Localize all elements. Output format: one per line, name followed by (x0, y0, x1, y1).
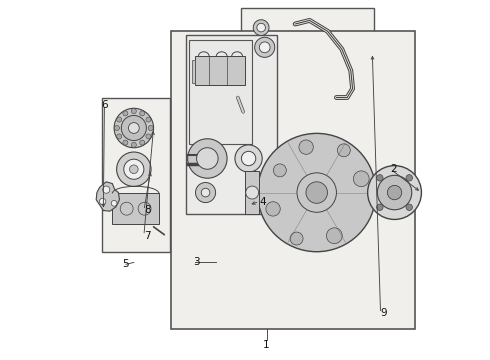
Circle shape (102, 186, 110, 193)
Text: 1: 1 (263, 340, 270, 350)
Circle shape (148, 126, 153, 131)
Circle shape (99, 198, 106, 205)
Circle shape (120, 202, 133, 215)
Text: 2: 2 (390, 164, 397, 174)
Circle shape (258, 134, 376, 252)
Bar (112, 193, 159, 224)
Circle shape (338, 144, 350, 157)
Circle shape (377, 175, 383, 181)
Circle shape (406, 175, 413, 181)
Circle shape (377, 204, 383, 211)
Polygon shape (96, 182, 120, 211)
Circle shape (201, 188, 210, 197)
Circle shape (196, 148, 218, 169)
Circle shape (297, 173, 337, 212)
Circle shape (146, 134, 151, 139)
Circle shape (117, 152, 151, 186)
Circle shape (129, 165, 138, 174)
Circle shape (115, 126, 120, 131)
Circle shape (255, 37, 275, 57)
Circle shape (117, 117, 122, 122)
Text: 8: 8 (144, 206, 150, 216)
Text: 3: 3 (193, 257, 199, 267)
Bar (242, 8, 374, 98)
Circle shape (111, 201, 117, 206)
Circle shape (257, 23, 266, 32)
Circle shape (326, 228, 342, 244)
Circle shape (114, 108, 153, 148)
Circle shape (245, 186, 259, 199)
Circle shape (377, 175, 412, 210)
Circle shape (299, 140, 313, 154)
Circle shape (123, 111, 128, 116)
Text: 4: 4 (259, 197, 266, 207)
Circle shape (131, 109, 136, 114)
Circle shape (406, 204, 413, 211)
Circle shape (138, 202, 151, 215)
Bar (172, 31, 416, 329)
Circle shape (388, 185, 402, 200)
Circle shape (140, 140, 145, 145)
Circle shape (131, 142, 136, 147)
Bar (186, 35, 277, 214)
Circle shape (306, 182, 327, 203)
Circle shape (122, 116, 147, 140)
Circle shape (128, 123, 139, 134)
Bar (195, 56, 245, 85)
Circle shape (124, 159, 144, 179)
Text: 5: 5 (122, 259, 129, 269)
Circle shape (146, 117, 151, 122)
Text: 6: 6 (101, 100, 108, 110)
Circle shape (353, 171, 369, 187)
Text: 7: 7 (144, 231, 150, 240)
Circle shape (273, 164, 286, 177)
Circle shape (235, 145, 262, 172)
Circle shape (242, 151, 256, 166)
Bar (245, 171, 259, 214)
Text: 9: 9 (381, 309, 387, 318)
Circle shape (259, 42, 270, 53)
Circle shape (117, 134, 122, 139)
Circle shape (188, 139, 227, 178)
Bar (192, 60, 195, 83)
Bar (190, 40, 252, 144)
Circle shape (140, 111, 145, 116)
Circle shape (368, 166, 421, 220)
Circle shape (123, 140, 128, 145)
Circle shape (266, 202, 280, 216)
Circle shape (253, 20, 269, 36)
Bar (101, 98, 170, 252)
Circle shape (290, 232, 303, 245)
Circle shape (196, 183, 216, 203)
